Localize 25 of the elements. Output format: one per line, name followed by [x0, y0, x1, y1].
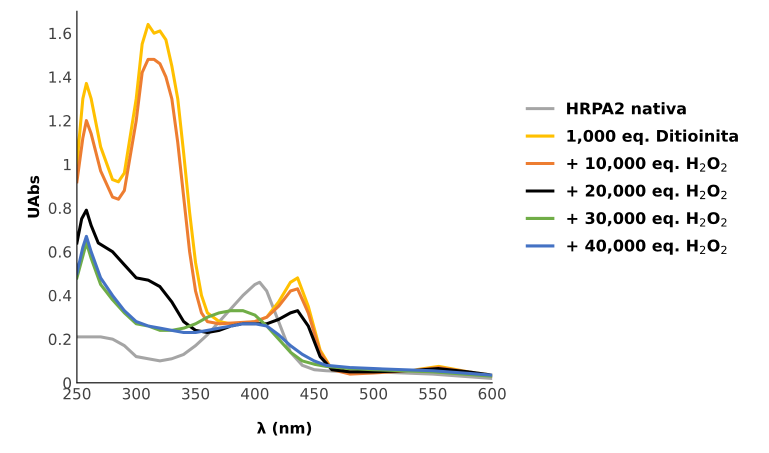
x-axis-title: λ (nm)	[257, 422, 312, 436]
y-tick-label: 1.2	[49, 115, 71, 126]
y-tick-label: 0.2	[48, 334, 71, 346]
legend-label: + 30,000 eq. H$_{2}$O$_{2}$	[567, 212, 726, 228]
x-tick-label: 250	[63, 388, 90, 400]
y-tick-label: 0.8	[48, 202, 71, 214]
y-axis-title: UAbs	[27, 176, 40, 218]
x-tick-label: 350	[182, 388, 210, 400]
x-tick-label: 300	[122, 388, 150, 400]
y-tick-label: 1	[64, 158, 71, 170]
x-tick-label: 450	[300, 388, 328, 400]
legend-label: HRPA2 nativa	[567, 102, 686, 114]
legend-label: + 40,000 eq. H$_{2}$O$_{2}$	[567, 240, 726, 255]
x-tick-label: 400	[241, 388, 268, 400]
y-tick-label: 0.4	[48, 290, 72, 302]
y-tick-label: 0	[63, 377, 72, 389]
x-tick-label: 500	[360, 388, 388, 400]
y-tick-label: 0.6	[48, 246, 72, 258]
legend-label: + 10,000 eq. H$_{2}$O$_{2}$	[567, 157, 726, 172]
x-tick-label: 600	[478, 388, 506, 400]
legend-label: 1,000 eq. Ditioinita	[567, 130, 738, 145]
y-tick-label: 1.6	[49, 28, 72, 40]
y-tick-label: 1.4	[49, 72, 72, 83]
x-tick-label: 550	[419, 388, 446, 400]
legend-label: + 20,000 eq. H$_{2}$O$_{2}$	[567, 184, 726, 200]
